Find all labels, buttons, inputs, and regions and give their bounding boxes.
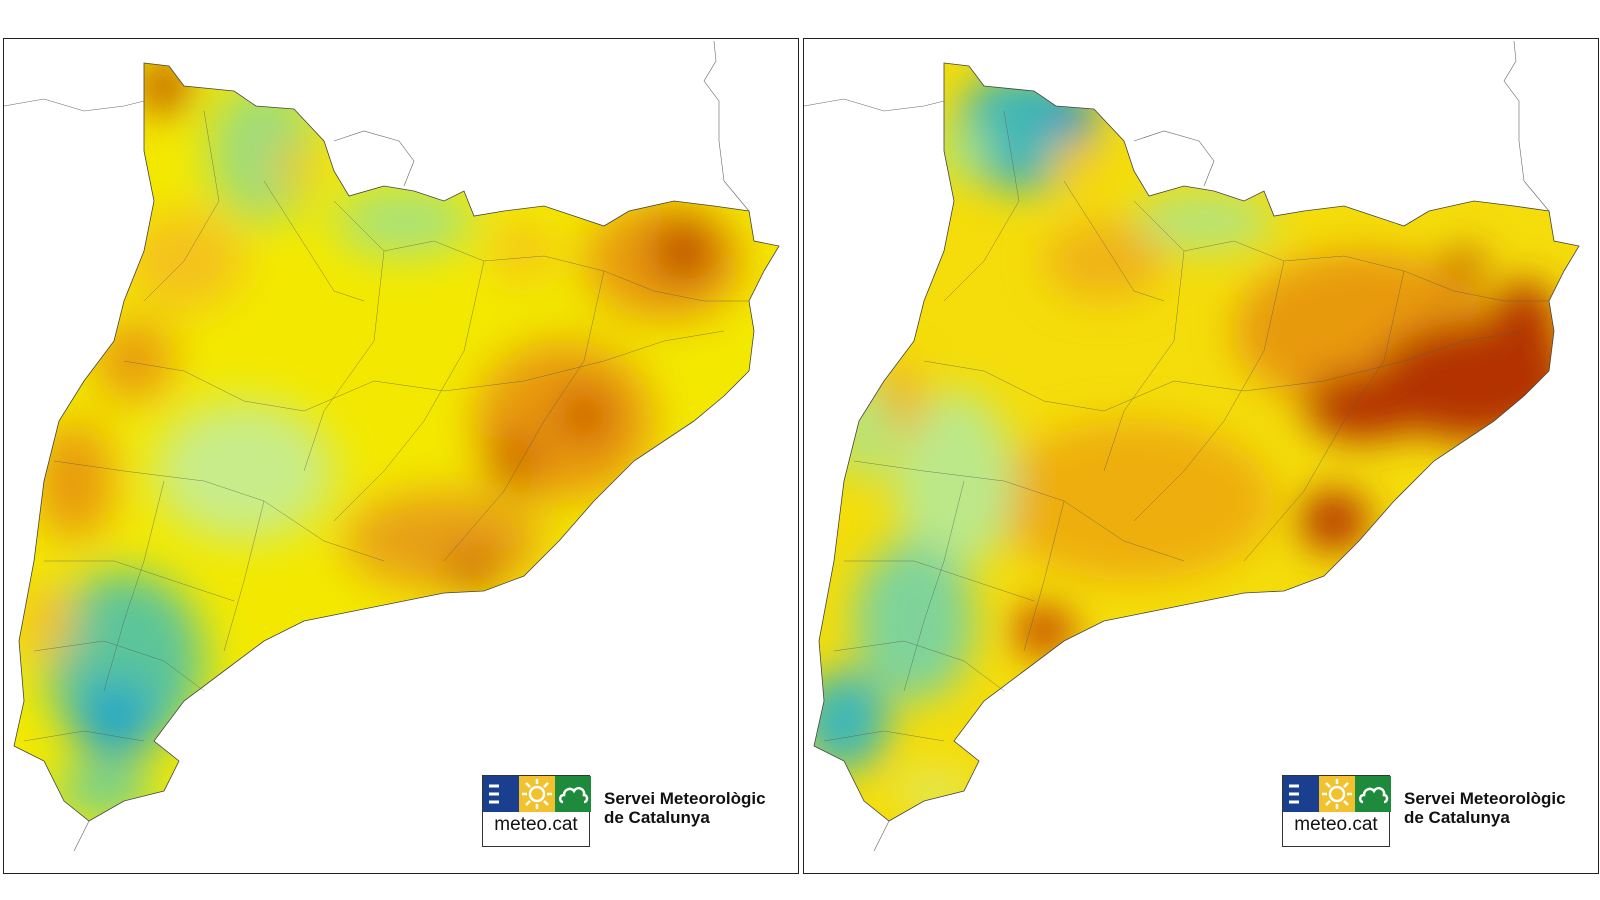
org-line-2: de Catalunya [604,808,710,827]
org-line-2: de Catalunya [1404,808,1510,827]
border-line-right [803,98,945,112]
brand-label: meteo.cat [494,814,578,835]
precipitation-field-left [14,63,779,821]
meteocat-logo: meteo.cat Servei Meteorològic de Catalun… [482,775,792,847]
organization-name: Servei Meteorològic de Catalunya [604,789,766,827]
coastline-right [813,62,1580,822]
border-line-left [73,820,90,852]
logo-box: meteo.cat [482,775,591,847]
logo-box: meteo.cat [1282,775,1391,847]
meteocat-logo: meteo.cat Servei Meteorològic de Catalun… [1282,775,1592,847]
border-line-right [873,820,890,852]
cloud-icon [555,776,591,812]
border-line-left [703,40,750,212]
map-panel-left: meteo.cat Servei Meteorològic de Catalun… [3,38,799,874]
border-line-left [3,98,145,112]
coastline-left [13,62,780,822]
catalonia-map-right [803,40,1580,852]
waves-icon [1283,776,1319,812]
border-line-left [333,130,415,187]
sun-icon [519,776,555,812]
border-line-right [1503,40,1550,212]
sun-icon [1319,776,1355,812]
org-line-1: Servei Meteorològic [1404,789,1566,808]
brand-label: meteo.cat [1294,814,1378,835]
comarca-borders-right [823,110,1549,742]
precipitation-field-right [814,63,1579,821]
organization-name: Servei Meteorològic de Catalunya [1404,789,1566,827]
comarca-borders-left [23,110,749,742]
map-panel-right: meteo.cat Servei Meteorològic de Catalun… [803,38,1599,874]
cloud-icon [1355,776,1391,812]
org-line-1: Servei Meteorològic [604,789,766,808]
border-line-right [1133,130,1215,187]
waves-icon [483,776,519,812]
catalonia-map-left [3,40,780,852]
